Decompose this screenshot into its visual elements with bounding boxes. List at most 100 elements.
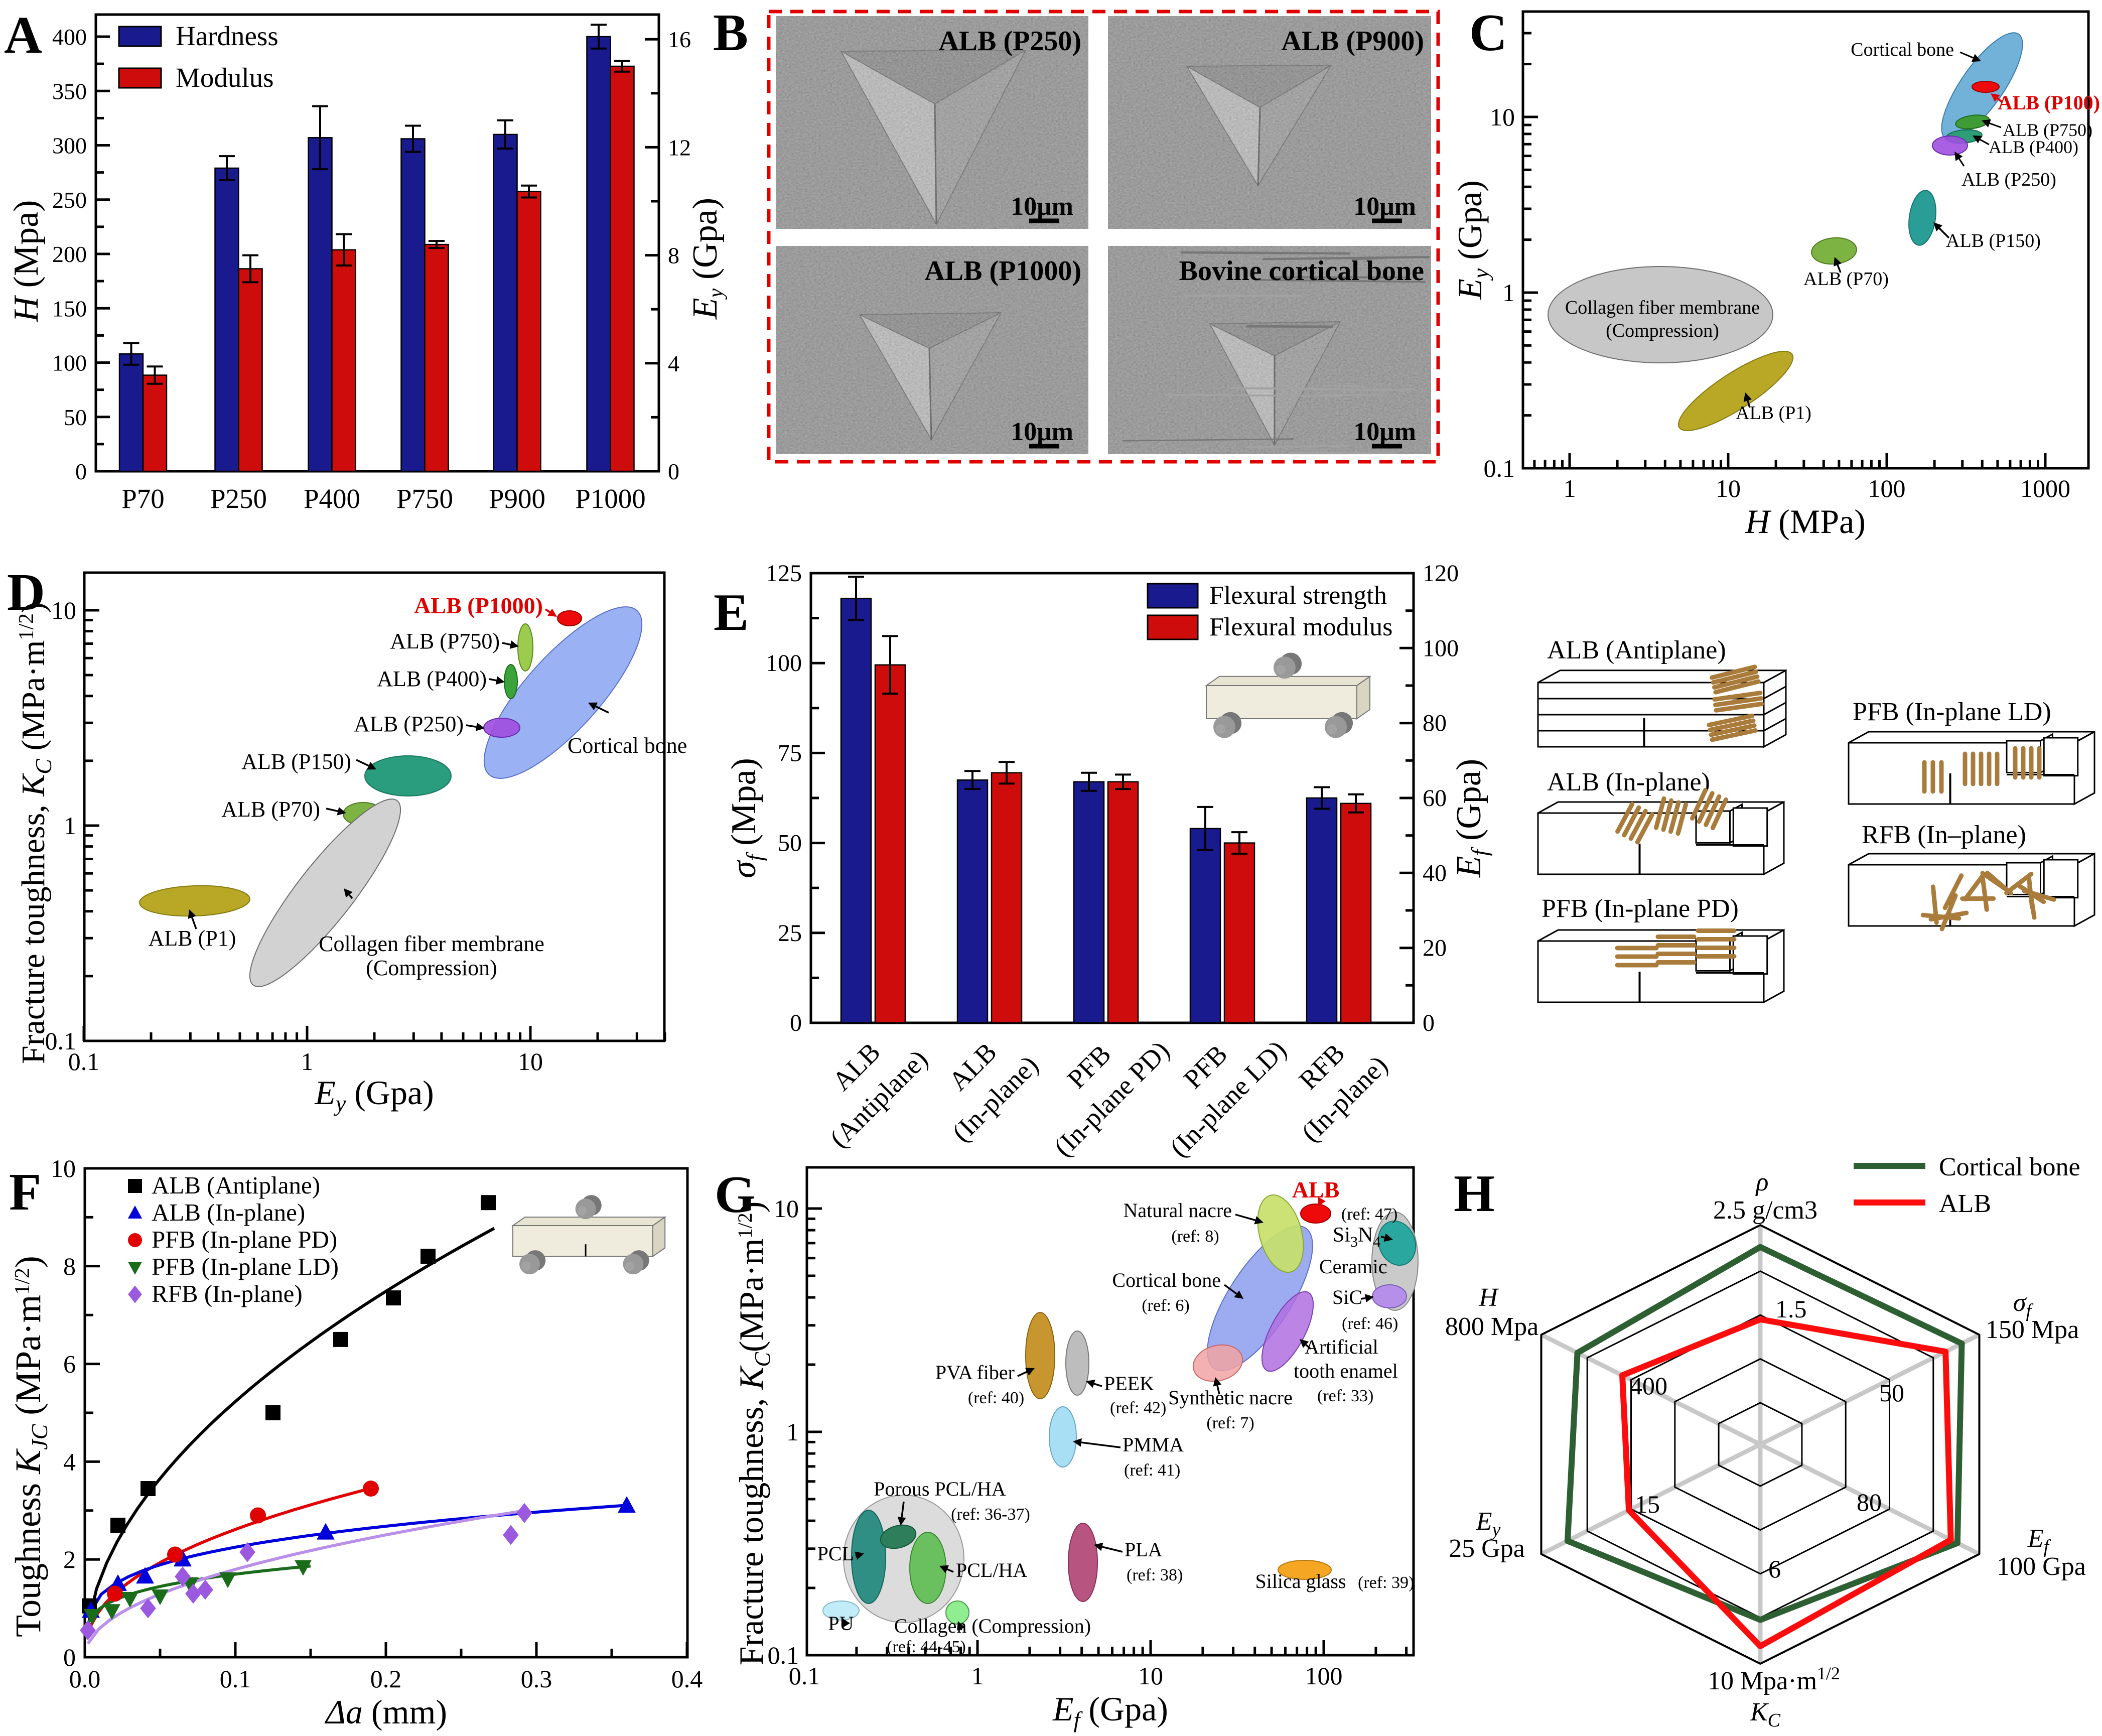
svg-text:40: 40 <box>1423 860 1447 886</box>
svg-text:PFB (In-plane LD): PFB (In-plane LD) <box>152 1253 339 1280</box>
svg-text:50: 50 <box>1879 1379 1904 1407</box>
svg-text:10: 10 <box>1490 103 1515 131</box>
svg-text:P1000: P1000 <box>575 483 646 514</box>
svg-text:E: E <box>714 583 749 641</box>
svg-text:Fracture toughness, KC(MPa·m1/: Fracture toughness, KC(MPa·m1/2) <box>732 1201 775 1666</box>
svg-text:P70: P70 <box>121 483 165 514</box>
svg-text:(ref: 36-37): (ref: 36-37) <box>951 1505 1030 1524</box>
svg-text:ALB (P250): ALB (P250) <box>354 712 464 736</box>
svg-text:300: 300 <box>52 133 87 159</box>
svg-text:20: 20 <box>1423 935 1447 962</box>
svg-text:PVA fiber: PVA fiber <box>935 1361 1015 1384</box>
svg-text:0: 0 <box>668 459 679 484</box>
svg-text:50: 50 <box>64 405 87 430</box>
svg-text:10: 10 <box>774 1194 799 1223</box>
svg-text:0.1: 0.1 <box>220 1665 251 1693</box>
svg-text:0.2: 0.2 <box>370 1665 402 1693</box>
svg-text:150: 150 <box>52 296 87 321</box>
svg-text:400: 400 <box>1630 1372 1667 1400</box>
svg-text:(ref: 38): (ref: 38) <box>1127 1566 1183 1584</box>
svg-text:PFB (In-plane PD): PFB (In-plane PD) <box>152 1226 337 1253</box>
svg-text:10: 10 <box>51 596 76 624</box>
svg-text:10: 10 <box>518 1047 543 1076</box>
svg-text:(ref: 42): (ref: 42) <box>1110 1399 1166 1417</box>
svg-text:PFB (In-plane LD): PFB (In-plane LD) <box>1853 698 2051 726</box>
svg-text:H (Mpa): H (Mpa) <box>7 200 46 323</box>
svg-text:1000: 1000 <box>2020 474 2070 502</box>
svg-text:6: 6 <box>1768 1555 1781 1583</box>
svg-text:PLA: PLA <box>1125 1538 1163 1561</box>
svg-text:Flexural modulus: Flexural modulus <box>1209 613 1392 641</box>
svg-text:100: 100 <box>1423 635 1459 661</box>
svg-text:ρ: ρ <box>1755 1168 1769 1196</box>
svg-text:Ef (Gpa): Ef (Gpa) <box>1450 759 1492 878</box>
svg-text:Collagen fiber membrane: Collagen fiber membrane <box>1565 297 1760 318</box>
svg-text:4: 4 <box>63 1447 76 1476</box>
svg-text:0: 0 <box>63 1643 76 1671</box>
svg-text:Bovine cortical bone: Bovine cortical bone <box>1179 255 1424 287</box>
svg-text:H: H <box>1478 1283 1499 1312</box>
svg-text:Cortical bone: Cortical bone <box>1112 1269 1221 1291</box>
svg-text:Collagen (Compression): Collagen (Compression) <box>894 1615 1091 1637</box>
svg-text:ALB (P150): ALB (P150) <box>1946 230 2041 251</box>
svg-text:(ref: 8): (ref: 8) <box>1171 1227 1219 1246</box>
svg-text:A: A <box>4 6 42 64</box>
svg-text:ALB (P250): ALB (P250) <box>938 26 1081 57</box>
svg-text:Ceramic: Ceramic <box>1319 1255 1387 1278</box>
svg-text:PU: PU <box>828 1612 854 1635</box>
svg-text:200: 200 <box>52 241 87 267</box>
svg-text:Flexural strength: Flexural strength <box>1209 581 1387 610</box>
svg-text:10: 10 <box>51 1154 76 1182</box>
svg-text:Hardness: Hardness <box>176 21 278 51</box>
svg-text:ALB: ALB <box>1939 1189 1991 1218</box>
svg-text:4: 4 <box>668 351 679 376</box>
svg-text:400: 400 <box>52 24 87 50</box>
svg-text:1: 1 <box>1502 279 1515 307</box>
svg-text:Silica glass: Silica glass <box>1255 1570 1346 1592</box>
svg-text:125: 125 <box>766 560 802 587</box>
svg-text:Ey (Gpa): Ey (Gpa) <box>1451 180 1493 300</box>
svg-text:ALB (P150): ALB (P150) <box>241 749 351 774</box>
svg-text:(ref: 6): (ref: 6) <box>1142 1296 1189 1315</box>
svg-text:100: 100 <box>1868 474 1906 502</box>
svg-text:ALB (P1000): ALB (P1000) <box>924 255 1081 287</box>
svg-text:10: 10 <box>1138 1662 1163 1690</box>
svg-text:Modulus: Modulus <box>176 62 274 93</box>
svg-text:8: 8 <box>668 243 679 269</box>
svg-text:Natural nacre: Natural nacre <box>1123 1199 1232 1222</box>
svg-text:PEEK: PEEK <box>1104 1372 1154 1395</box>
svg-text:15: 15 <box>1635 1490 1660 1518</box>
svg-text:12: 12 <box>668 135 691 160</box>
svg-text:C: C <box>1469 3 1507 62</box>
svg-text:ALB (Antiplane): ALB (Antiplane) <box>152 1171 320 1199</box>
svg-text:F: F <box>9 1162 41 1221</box>
svg-text:Collagen fiber membrane: Collagen fiber membrane <box>319 931 544 956</box>
svg-text:50: 50 <box>778 830 802 857</box>
svg-text:0.1: 0.1 <box>768 1641 799 1669</box>
svg-text:0: 0 <box>790 1010 802 1036</box>
svg-text:Cortical bone: Cortical bone <box>1851 39 1954 60</box>
svg-text:(Compression): (Compression) <box>1606 320 1719 341</box>
svg-text:25: 25 <box>778 920 802 947</box>
svg-text:100 Gpa: 100 Gpa <box>1997 1552 2086 1581</box>
svg-text:Δa (mm): Δa (mm) <box>324 1693 447 1731</box>
svg-text:Porous PCL/HA: Porous PCL/HA <box>874 1478 1006 1500</box>
svg-text:10μm: 10μm <box>1353 192 1416 221</box>
svg-text:ALB (P400): ALB (P400) <box>1989 137 2078 157</box>
svg-text:(ref: 41): (ref: 41) <box>1124 1461 1180 1480</box>
svg-text:1: 1 <box>64 812 76 840</box>
svg-text:(ref: 44-45): (ref: 44-45) <box>887 1638 966 1656</box>
svg-text:Ef (Gpa): Ef (Gpa) <box>1052 1690 1168 1732</box>
svg-text:10: 10 <box>1716 474 1741 502</box>
svg-text:10μm: 10μm <box>1011 418 1073 446</box>
svg-text:ALB (P1): ALB (P1) <box>1736 403 1811 424</box>
svg-text:(ref: 33): (ref: 33) <box>1317 1387 1373 1405</box>
svg-text:150 Mpa: 150 Mpa <box>1986 1315 2079 1344</box>
svg-text:80: 80 <box>1857 1488 1882 1516</box>
svg-text:(Compression): (Compression) <box>366 956 497 980</box>
svg-text:80: 80 <box>1423 710 1447 737</box>
svg-text:ALB (P1000): ALB (P1000) <box>414 593 543 618</box>
svg-text:60: 60 <box>1423 785 1447 812</box>
svg-text:ALB (P70): ALB (P70) <box>1803 269 1889 290</box>
svg-text:ALB (In-plane): ALB (In-plane) <box>1547 768 1710 796</box>
